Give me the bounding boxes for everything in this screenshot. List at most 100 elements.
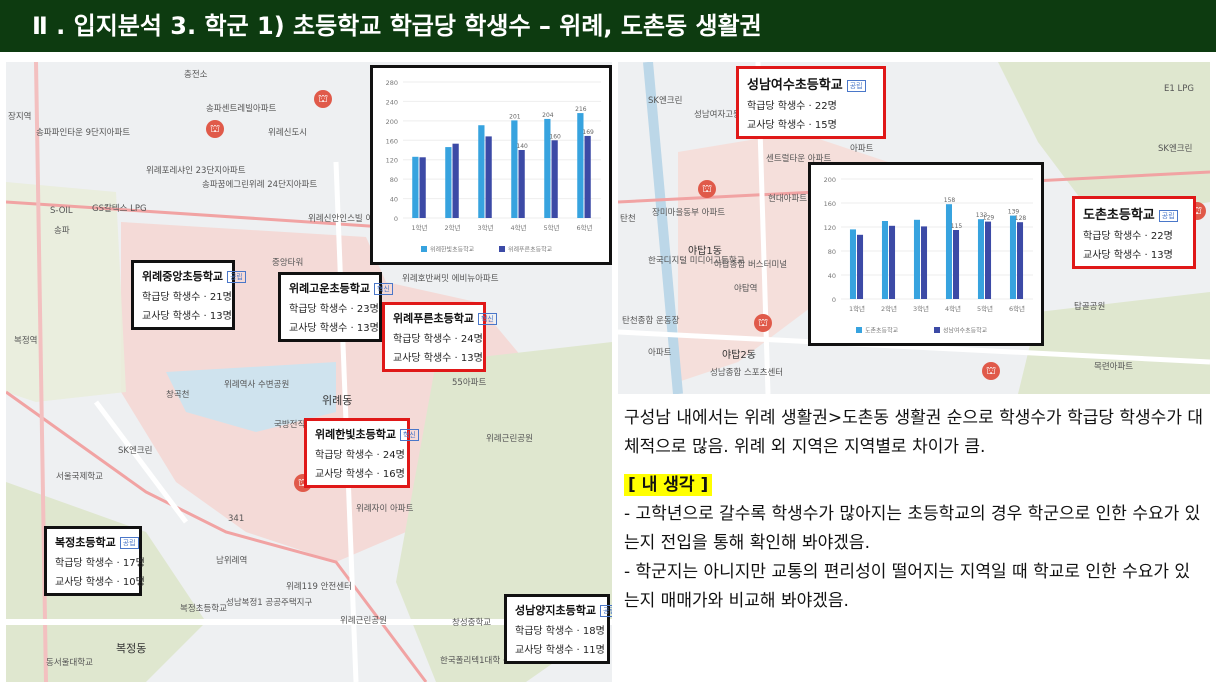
students-per-teacher: 교사당 학생수 · 10명 [55,577,145,588]
left-map[interactable]: ⛫ ⛫ ⛫ 장지역 송파파인타운 9단지아파트 충전소 송파센트레빌아파트 위례… [6,62,612,682]
data-label: 133 [976,212,988,219]
students-per-class: 학급당 학생수 · 23명 [289,304,379,315]
students-per-teacher: 교사당 학생수 · 15명 [747,120,837,131]
map-label: 탄천종합 운동장 [622,316,680,326]
school-card-wirye-goun[interactable]: 위례고운초등학교 혁신 학급당 학생수 · 23명 교사당 학생수 · 13명 [278,272,393,342]
map-label: 중앙타워 [272,258,304,268]
map-label: SK엔크린 [1158,144,1193,154]
map-label: 위례근린공원 [486,434,533,444]
students-per-teacher: 교사당 학생수 · 16명 [315,469,405,480]
map-label: 야탑역 [734,284,758,294]
map-label: 위례동 [322,394,353,407]
legend-label: 도촌초등학교 [865,327,899,335]
map-label: 위례근린공원 [340,616,387,626]
data-label: 139 [1008,209,1020,216]
bar [485,136,492,218]
students-per-teacher: 교사당 학생수 · 13명 [393,353,483,364]
school-tag: 혁신 [373,283,393,295]
school-tag: 공립 [599,605,612,617]
y-tick-label: 200 [386,118,398,126]
school-tag: 공립 [846,79,866,92]
y-tick-label: 120 [824,224,836,232]
school-pin-icon: ⛫ [698,180,716,198]
map-label: E1 LPG [1164,84,1194,94]
bar [518,150,525,218]
right-map[interactable]: ⛫ ⛫ ⛫ ⛫ SK엔크린 성남여자고등학교 E1 LPG SK엔크린 센트럴타… [618,62,1210,394]
map-label: 위례역사 수변공원 [224,380,290,390]
y-tick-label: 40 [390,196,398,204]
bar [921,226,928,299]
map-label: S-OIL [50,206,73,216]
bar [445,147,452,218]
y-tick-label: 280 [386,79,398,87]
data-label: 160 [549,133,561,140]
school-tag: 혁신 [399,429,419,441]
school-name: 위례고운초등학교 [289,282,370,295]
bar [511,120,518,218]
data-label: 204 [542,112,554,119]
map-label: 복정초등학교 [180,604,227,614]
school-name: 성남양지초등학교 [515,604,596,617]
map-label: 탄천 [620,214,636,224]
students-per-class: 학급당 학생수 · 22명 [747,101,837,112]
school-pin-icon: ⛫ [206,120,224,138]
bar [419,157,426,218]
map-label: 아파트 [850,144,874,154]
map-label: 위례119 안전센터 [286,582,352,592]
bar [945,204,952,299]
x-tick-label: 6학년 [1009,304,1025,313]
x-tick-label: 5학년 [977,304,993,313]
map-label: 위례자이 아파트 [356,504,414,514]
y-tick-label: 0 [394,215,398,223]
bar [881,221,888,299]
chart-wirye: 0 40 80 120 160 200 240 280 1학년 2학년 3학년 201 140 4학년 20… [370,65,612,265]
legend-swatch [856,327,862,333]
map-label: 위례호반써밋 에비뉴아파트 [402,274,499,284]
school-tag: 공립 [119,537,139,549]
legend-label: 성남여수초등학교 [943,327,988,335]
data-label: 128 [1015,215,1027,222]
map-label: 동서울대학교 [46,658,93,668]
map-label: 야탑2동 [722,350,756,361]
school-card-seongnam-yeosu[interactable]: 성남여수초등학교 공립 학급당 학생수 · 22명 교사당 학생수 · 15명 [736,66,886,139]
school-card-bokjeong[interactable]: 복정초등학교 공립 학급당 학생수 · 17명 교사당 학생수 · 10명 [44,526,145,596]
y-tick-label: 240 [386,98,398,106]
thought-line-1: - 고학년으로 갈수록 학생수가 많아지는 초등학교의 경우 학군으로 인한 수… [624,504,1201,553]
map-label: SK엔크린 [118,446,153,456]
map-label: 복정역 [14,336,38,346]
school-card-wirye-jungang[interactable]: 위례중앙초등학교 공립 학급당 학생수 · 21명 교사당 학생수 · 13명 [131,260,246,330]
legend-label: 위례푸른초등학교 [508,246,553,254]
y-tick-label: 200 [824,176,836,184]
x-tick-label: 4학년 [510,223,526,232]
map-label: 창성중학교 [452,618,492,628]
analysis-text: 구성남 내에서는 위례 생활권>도촌동 생활권 순으로 학생수가 학급당 학생수… [624,404,1204,616]
students-per-class: 학급당 학생수 · 22명 [1083,231,1173,242]
map-label: 송파파인타운 9단지아파트 [36,128,131,138]
map-label: 탑골공원 [1074,302,1106,312]
y-tick-label: 160 [386,137,398,145]
map-label: 55아파트 [452,378,487,388]
legend-swatch [934,327,940,333]
data-label: 129 [983,215,995,222]
map-label: 한국디지털 미디어고등학교 [648,256,745,266]
bar [478,125,485,218]
school-card-seongnam-yangji[interactable]: 성남양지초등학교공립 학급당 학생수 · 18명 교사당 학생수 · 11명 [504,594,612,664]
data-label: 201 [509,113,521,120]
x-tick-label: 2학년 [444,223,460,232]
map-label: 서울국제학교 [56,472,103,482]
x-tick-label: 1학년 [849,304,865,313]
map-label: 송파꿈에그린위례 24단지아파트 [202,180,318,190]
school-name: 위례한빛초등학교 [315,428,396,441]
school-name: 위례중앙초등학교 [142,270,223,283]
map-label: 송파 [54,226,70,236]
school-pin-icon: ⛫ [754,314,772,332]
school-card-wirye-hanbit[interactable]: 위례한빛초등학교 혁신 학급당 학생수 · 24명 교사당 학생수 · 16명 [304,418,419,488]
chart-dochon: 0 40 80 120 160 200 1학년 2학년 3학년 158 115 4학년 133 129 5학… [808,162,1044,346]
students-per-teacher: 교사당 학생수 · 13명 [1083,250,1173,261]
map-label: 위례신안인스빌 아스트로아파트 [308,214,421,224]
data-label: 115 [951,223,963,230]
school-card-wirye-pureun[interactable]: 위례푸른초등학교 혁신 학급당 학생수 · 24명 교사당 학생수 · 13명 [382,302,497,372]
school-card-dochon[interactable]: 도촌초등학교 공립 학급당 학생수 · 22명 교사당 학생수 · 13명 [1072,196,1196,269]
students-per-class: 학급당 학생수 · 24명 [315,450,405,461]
